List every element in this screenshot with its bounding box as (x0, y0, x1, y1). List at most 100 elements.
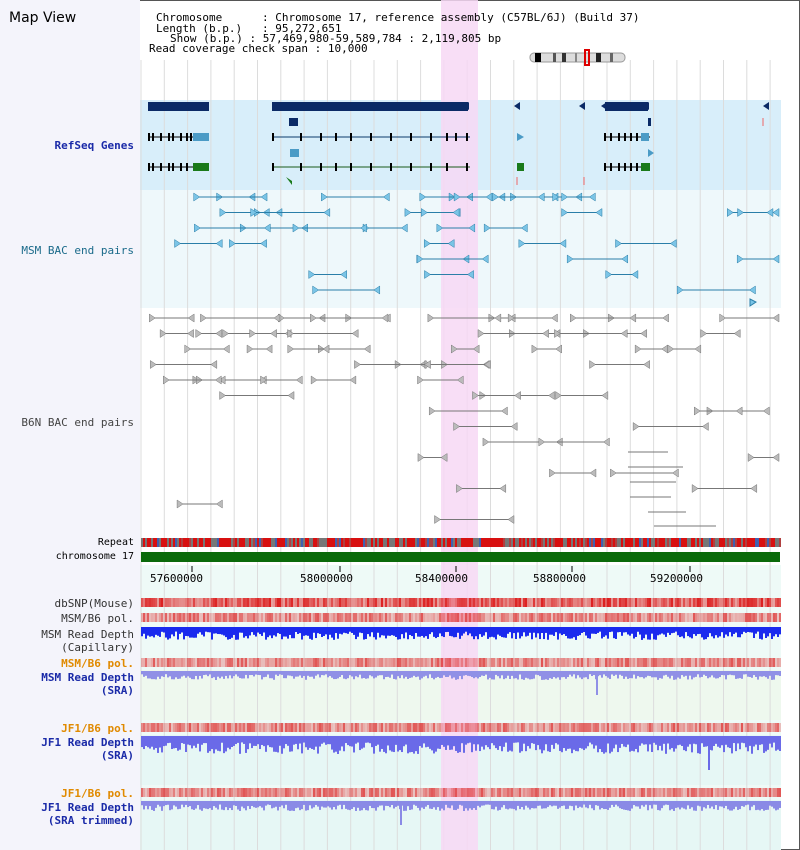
snp-density (765, 658, 767, 667)
repeat-element (225, 538, 227, 547)
snp-density (329, 723, 331, 732)
read-depth-bar (569, 736, 571, 749)
bac-end (427, 313, 435, 323)
track-label-b6n-bac[interactable]: B6N BAC end pairs (21, 416, 134, 429)
repeat-element (329, 538, 331, 547)
snp-density (735, 658, 737, 667)
snp-density (321, 658, 323, 667)
snp-density (265, 598, 267, 607)
read-depth-bar (603, 801, 605, 810)
track-label-jf1-b6-pol-2[interactable]: JF1/B6 pol. (61, 787, 134, 800)
snp-density (565, 658, 567, 667)
track-label-msm-read-sra[interactable]: MSM Read Depth (41, 671, 134, 684)
repeat-element (439, 538, 441, 547)
snp-density (775, 788, 777, 797)
read-depth-bar (549, 627, 551, 635)
read-depth-bar (361, 736, 363, 749)
track-label-jf1-read-trimmed[interactable]: JF1 Read Depth (41, 801, 134, 814)
repeat-element (703, 538, 705, 547)
read-depth-bar (535, 627, 537, 638)
read-depth-bar (143, 736, 145, 750)
read-depth-bar (191, 736, 193, 749)
snp-density (189, 788, 191, 797)
track-label-jf1-read-sra[interactable]: JF1 Read Depth (41, 736, 134, 749)
snp-density (165, 613, 167, 622)
snp-density (711, 723, 713, 732)
track-label-msm-b6-pol-2[interactable]: MSM/B6 pol. (61, 657, 134, 670)
read-depth-bar (369, 627, 371, 637)
snp-density (517, 788, 519, 797)
read-depth-bar (647, 627, 649, 640)
snp-density (315, 613, 317, 622)
snp-density (377, 658, 379, 667)
read-depth-bar (557, 671, 559, 678)
read-depth-bar (231, 627, 233, 638)
snp-density (183, 658, 185, 667)
snp-density (389, 723, 391, 732)
snp-density (157, 613, 159, 622)
repeat-element (309, 538, 311, 547)
snp-density (321, 788, 323, 797)
snp-density (219, 788, 221, 797)
read-depth-bar (543, 671, 545, 680)
track-label-msm-bac[interactable]: MSM BAC end pairs (21, 244, 134, 257)
read-depth-bar (297, 627, 299, 634)
snp-density (155, 788, 157, 797)
snp-density (751, 788, 753, 797)
read-depth-bar (155, 627, 157, 635)
snp-density (249, 658, 251, 667)
page-title: Map View (9, 10, 77, 26)
bac-end (310, 375, 318, 385)
snp-density (649, 658, 651, 667)
bac-end (354, 360, 361, 369)
read-depth-bar (525, 627, 527, 637)
snp-density (619, 788, 621, 797)
snp-density (735, 613, 737, 622)
track-label-jf1-b6-pol-1[interactable]: JF1/B6 pol. (61, 722, 134, 735)
track-label-msm-read-capillary[interactable]: MSM Read Depth (41, 628, 134, 641)
read-depth-bar (661, 801, 663, 809)
repeat-element (489, 538, 491, 547)
read-depth-bar (441, 801, 443, 809)
snp-density (717, 613, 719, 622)
snp-density (729, 788, 731, 797)
read-depth-bar (305, 801, 307, 811)
read-depth-bar (279, 671, 281, 675)
snp-density (451, 613, 453, 622)
read-depth-bar (621, 671, 623, 676)
snp-density (659, 788, 661, 797)
read-depth-bar (327, 801, 329, 807)
read-depth-bar (491, 736, 493, 744)
repeat-element (339, 538, 341, 547)
repeat-element (357, 538, 359, 547)
snp-density (593, 598, 595, 607)
bac-end (363, 344, 371, 354)
snp-density (777, 613, 779, 622)
track-label-chromosome[interactable]: chromosome 17 (55, 551, 134, 562)
read-depth-bar (627, 671, 629, 679)
read-depth-bar (513, 627, 515, 634)
snp-density (585, 788, 587, 797)
snp-density (573, 658, 575, 667)
snp-density (191, 658, 193, 667)
bac-end (214, 375, 222, 385)
snp-density (595, 788, 597, 797)
track-label-msm-b6-pol-1[interactable]: MSM/B6 pol. (61, 612, 134, 625)
read-depth-bar (329, 736, 331, 745)
snp-density (363, 723, 365, 732)
snp-density (375, 658, 377, 667)
read-depth-bar (505, 671, 507, 679)
snp-density (141, 788, 143, 797)
read-depth-bar (183, 736, 185, 744)
track-label-dbsnp[interactable]: dbSNP(Mouse) (54, 597, 134, 610)
read-depth-bar (451, 801, 453, 806)
read-depth-bar (581, 801, 583, 808)
track-label-refseq[interactable]: RefSeq Genes (54, 139, 134, 152)
snp-density (413, 613, 415, 622)
snp-density (355, 788, 357, 797)
repeat-element (421, 538, 423, 547)
snp-density (157, 723, 159, 732)
read-depth-bar (357, 736, 359, 743)
snp-density (673, 788, 675, 797)
track-label-repeat[interactable]: Repeat (97, 537, 134, 548)
